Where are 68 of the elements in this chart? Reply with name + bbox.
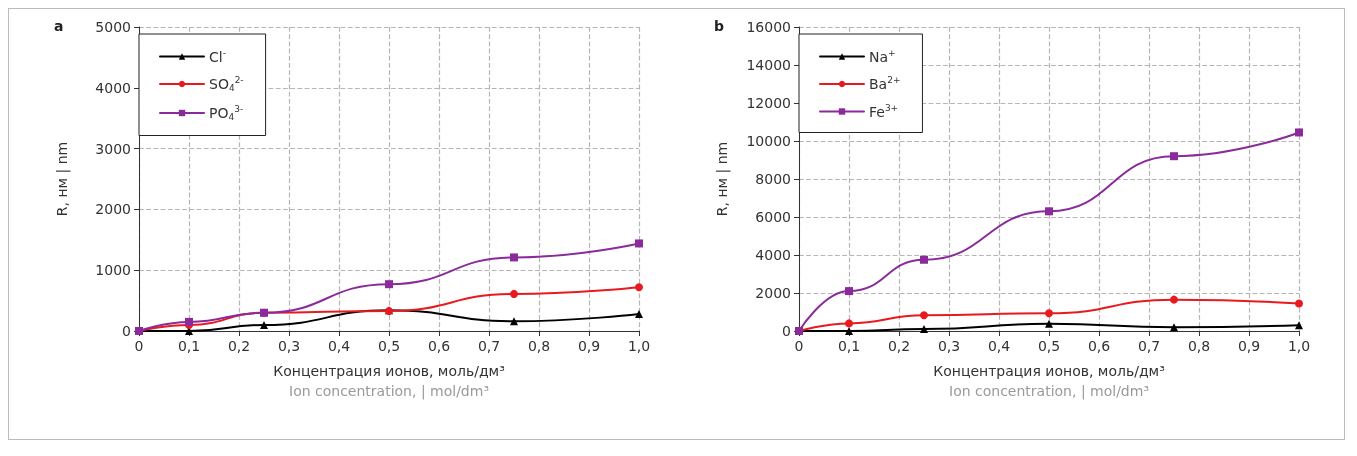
chart-title: a — [54, 18, 64, 34]
x-tick-label: 1,0 — [627, 338, 651, 354]
point — [920, 255, 928, 264]
y-tick-label: 16000 — [746, 19, 791, 35]
x-tick-label: 0,2 — [887, 338, 911, 354]
x-tick-label: 0,7 — [477, 338, 501, 354]
x-axis-title: Концентрация ионов, моль/дм³ Ion concentration, | mol/dm³ — [273, 363, 505, 400]
x-tick-label: 0,3 — [937, 338, 961, 354]
point — [1045, 319, 1053, 328]
x-tick-label: 0,5 — [377, 338, 401, 354]
x-tick-label: 0,8 — [527, 338, 551, 354]
point — [635, 239, 643, 248]
x-axis-title: Концентрация ионов, моль/дм³ Ion concentration, | mol/dm³ — [933, 363, 1165, 400]
point — [1170, 152, 1178, 161]
y-tick-label: 0 — [782, 323, 791, 339]
point — [385, 280, 393, 289]
y-tick-label: 5000 — [95, 19, 131, 35]
point — [510, 317, 518, 326]
y-axis-title: R, нм | nm — [54, 141, 71, 217]
x-tick-label: 0,1 — [837, 338, 861, 354]
x-tick-label: 0,2 — [227, 338, 251, 354]
point — [635, 309, 643, 318]
x-tick-label: 0 — [134, 338, 144, 354]
x-tick-label: 0,4 — [327, 338, 351, 354]
point — [1295, 321, 1303, 330]
x-tick-label: 0,7 — [1137, 338, 1161, 354]
point — [1045, 207, 1053, 216]
y-tick-label: 0 — [122, 323, 131, 339]
point — [920, 325, 928, 334]
y-tick-label: 10000 — [746, 133, 791, 149]
point — [635, 283, 643, 292]
x-tick-label: 0 — [794, 338, 804, 354]
y-tick-label: 4000 — [755, 247, 791, 263]
x-tick-label: 0,9 — [577, 338, 601, 354]
y-tick-label: 8000 — [755, 171, 791, 187]
y-tick-label: 4000 — [95, 79, 131, 96]
y-tick-label: 3000 — [95, 140, 131, 157]
point — [845, 327, 853, 335]
y-tick-label: 6000 — [755, 209, 791, 225]
x-tick-label: 0,4 — [987, 338, 1011, 354]
x-tick-label: 1,0 — [1287, 338, 1311, 354]
legend-label: Na+ — [869, 47, 896, 65]
y-tick-label: 12000 — [746, 95, 791, 111]
point — [845, 287, 853, 296]
x-tick-label: 0,6 — [427, 338, 451, 354]
legend-label: Cl- — [209, 47, 226, 65]
x-tick-label: 0,8 — [1187, 338, 1211, 354]
point — [510, 289, 518, 298]
point — [1170, 295, 1178, 304]
x-tick-label: 0,3 — [277, 338, 301, 354]
y-tick-label: 2000 — [95, 201, 131, 218]
point — [1295, 128, 1303, 137]
y-tick-label: 14000 — [746, 57, 791, 73]
point — [920, 311, 928, 320]
point — [510, 253, 518, 262]
y-tick-label: 2000 — [755, 285, 791, 301]
point — [1170, 323, 1178, 332]
y-axis-title: R, нм | nm — [714, 141, 731, 217]
x-tick-label: 0,6 — [1087, 338, 1111, 354]
point — [1295, 299, 1303, 308]
x-tick-label: 0,9 — [1237, 338, 1261, 354]
chart-title: b — [714, 18, 725, 34]
x-tick-label: 0,5 — [1037, 338, 1061, 354]
x-tick-label: 0,1 — [177, 338, 201, 354]
point — [1045, 309, 1053, 318]
y-tick-label: 1000 — [95, 262, 131, 279]
point — [845, 319, 853, 328]
point — [260, 320, 268, 329]
